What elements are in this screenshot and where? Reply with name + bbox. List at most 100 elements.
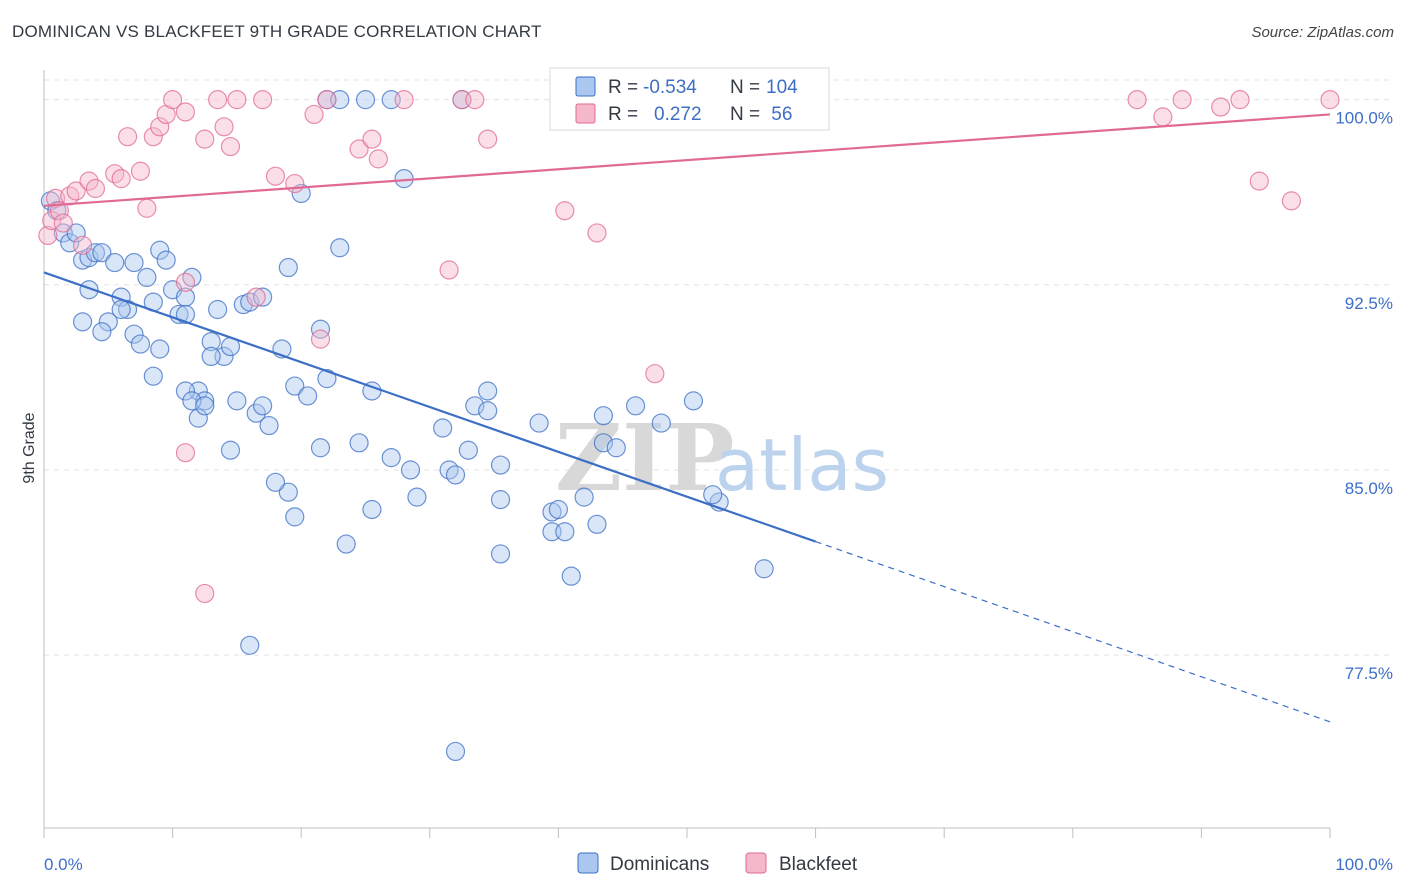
point-dominicans [433,418,453,438]
point-dominicans [156,250,176,270]
legend-r-label-1: R = [608,77,638,98]
point-blackfeet [117,127,138,147]
point-dominicans [490,490,511,510]
y-axis-label: 9th Grade [21,412,38,483]
point-blackfeet [175,102,196,122]
point-blackfeet [53,213,73,233]
point-dominicans [317,369,337,389]
point-dominicans [285,376,305,396]
point-dominicans [111,299,131,320]
legend-r-value-1: -0.534 [643,77,697,98]
point-dominicans [336,534,356,554]
point-dominicans [381,448,401,468]
point-blackfeet [349,139,369,159]
point-blackfeet [111,169,131,189]
point-blackfeet [49,201,70,221]
point-dominicans [478,381,498,401]
point-blackfeet [195,129,215,149]
legend-swatch-dominicans [575,76,596,97]
point-dominicans [220,440,241,460]
point-dominicans [92,243,112,263]
point-dominicans [490,544,511,564]
point-dominicans [79,280,99,300]
point-blackfeet [143,127,163,147]
watermark-zip: ZIP [555,404,734,512]
point-dominicans [182,267,202,288]
point-blackfeet [137,198,157,218]
point-dominicans [188,408,208,428]
point-dominicans [253,287,273,307]
point-blackfeet [1127,90,1147,110]
trend-line-blackfeet [43,113,1331,207]
point-dominicans [400,460,421,480]
point-dominicans [79,248,99,268]
point-blackfeet [1153,107,1173,127]
point-dominicans [98,312,118,332]
point-dominicans [208,299,228,320]
point-blackfeet [38,225,58,246]
legend-n-value-2: 56 [766,104,792,125]
chart-title: DOMINICAN VS BLACKFEET 9TH GRADE CORRELA… [12,22,542,41]
point-dominicans [150,339,170,359]
point-dominicans [227,391,247,411]
x-tick-label: 0.0% [44,855,83,874]
point-blackfeet [1281,191,1302,211]
point-blackfeet [304,104,324,125]
point-dominicans [330,238,350,258]
point-dominicans [548,499,569,520]
point-blackfeet [150,117,170,137]
trend-lines [43,113,1331,723]
point-dominicans [92,322,112,342]
point-blackfeet [439,260,459,280]
point-dominicans [587,514,607,534]
point-blackfeet [645,364,665,384]
legend-n-label-1: N = [730,77,760,98]
stats-legend: R = -0.534 N = 104 R = 0.272 N = 56 [549,67,830,131]
x-tick-labels: 0.0% 100.0% [44,855,1393,874]
point-dominicans [362,499,382,520]
source-label: Source: ZipAtlas.com [1251,24,1394,41]
point-dominicans [182,391,202,411]
point-dominicans [201,346,221,367]
point-blackfeet [175,272,196,292]
legend-r-value-2: 0.272 [654,104,702,125]
point-blackfeet [227,90,247,110]
point-dominicans [310,438,331,458]
point-dominicans [593,433,614,453]
point-dominicans [683,391,704,411]
bottom-legend-blackfeet: Blackfeet [779,854,858,875]
point-dominicans [130,334,151,354]
legend-r-label-2: R = [608,104,638,125]
point-dominicans [490,455,511,475]
point-blackfeet [465,90,485,110]
point-dominicans [439,460,459,480]
legend-n-value-1: 104 [766,77,798,98]
point-blackfeet [66,181,86,201]
trend-line-dominicans-extension [815,541,1331,723]
point-blackfeet [587,223,607,243]
point-dominicans [278,257,298,278]
x-tick-label: 100.0% [1335,855,1393,874]
point-dominicans [355,90,376,110]
point-blackfeet [1230,90,1250,110]
point-dominicans [285,507,305,527]
watermark-atlas: atlas [715,423,889,507]
point-dominicans [72,312,93,332]
bottom-legend-swatch-blackfeet [745,852,767,874]
point-dominicans [143,366,163,386]
point-blackfeet [1249,171,1269,191]
point-blackfeet [310,329,331,349]
point-blackfeet [175,443,196,463]
y-tick-label: 85.0% [1345,479,1393,498]
point-blackfeet [163,90,183,110]
point-blackfeet [105,164,125,184]
point-dominicans [593,406,614,426]
point-blackfeet [1172,90,1192,110]
point-blackfeet [362,129,382,149]
point-dominicans [349,433,369,453]
point-dominicans [555,522,575,542]
bottom-legend-dominicans: Dominicans [610,854,709,875]
point-dominicans [445,741,466,762]
gridlines [44,79,1392,656]
